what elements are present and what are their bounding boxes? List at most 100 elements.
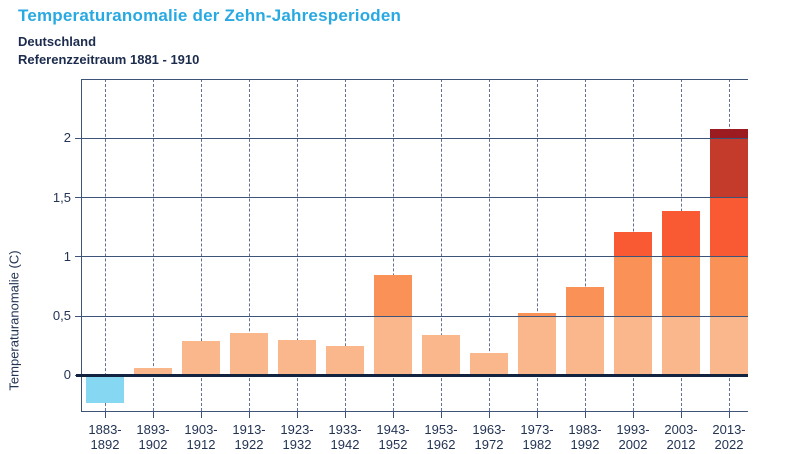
x-axis-tick	[440, 411, 442, 418]
bar-segment	[710, 128, 748, 139]
x-axis-tick	[488, 411, 490, 418]
x-axis-tick	[536, 411, 538, 418]
bar-segment	[518, 316, 556, 376]
x-axis-tick	[152, 411, 154, 418]
v-gridline	[104, 79, 106, 411]
y-tick-label: 2	[63, 130, 71, 146]
x-tick-label-line2: 1922	[234, 437, 264, 452]
bar-negative	[86, 375, 124, 403]
x-tick-label-line2: 1972	[474, 437, 504, 452]
h-gridline	[81, 256, 748, 258]
x-tick-label-line2: 1952	[378, 437, 408, 452]
x-tick-label: 1923- 1932	[257, 422, 337, 452]
bar-segment	[710, 197, 748, 257]
v-gridline	[584, 79, 586, 411]
h-gridline	[81, 78, 748, 80]
x-axis-tick	[392, 411, 394, 418]
chart-subtitle-reference: Referenzzeitraum 1881 - 1910	[18, 52, 200, 67]
bar-segment	[182, 341, 220, 376]
x-tick-label: 1963- 1972	[449, 422, 529, 452]
x-tick-label: 1993- 2002	[593, 422, 673, 452]
x-tick-label-line1: 2013-	[712, 422, 746, 437]
bar-segment	[614, 256, 652, 317]
x-tick-label-line2: 1932	[282, 437, 312, 452]
chart-subtitle-region: Deutschland	[18, 34, 97, 49]
v-gridline	[344, 79, 346, 411]
bar-segment	[710, 316, 748, 376]
v-gridline	[440, 79, 442, 411]
x-tick-label-line2: 1902	[138, 437, 168, 452]
x-axis-tick	[632, 411, 634, 418]
x-tick-label: 1983- 1992	[545, 422, 625, 452]
bar-segment	[134, 368, 172, 376]
x-tick-label-line2: 1942	[330, 437, 360, 452]
x-tick-label-line1: 1963-	[472, 422, 506, 437]
bar-segment	[662, 256, 700, 317]
bar-segment	[230, 332, 268, 376]
bar-segment	[566, 286, 604, 317]
x-tick-label-line1: 1903-	[184, 422, 218, 437]
h-gridline	[81, 315, 748, 317]
bar-segment	[326, 345, 364, 376]
bar-segment	[470, 352, 508, 376]
x-tick-label: 1893- 1902	[113, 422, 193, 452]
y-axis-line	[81, 79, 82, 411]
x-tick-label: 2013- 2022	[689, 422, 769, 452]
x-axis-tick	[296, 411, 298, 418]
v-gridline	[152, 79, 154, 411]
x-tick-label-line1: 1883-	[88, 422, 122, 437]
y-axis-tick	[75, 197, 81, 199]
x-tick-label-line1: 1923-	[280, 422, 314, 437]
chart-subtitle: Deutschland Referenzzeitraum 1881 - 1910	[18, 33, 199, 69]
x-tick-label: 1943- 1952	[353, 422, 433, 452]
x-tick-label: 2003- 2012	[641, 422, 721, 452]
x-axis-tick	[104, 411, 106, 418]
x-tick-label-line1: 1913-	[232, 422, 266, 437]
x-axis-tick	[248, 411, 250, 418]
bar-segment	[614, 231, 652, 257]
x-tick-label-line2: 1912	[186, 437, 216, 452]
bar-segment	[710, 138, 748, 198]
x-tick-label-line2: 1962	[426, 437, 456, 452]
bar-segment	[278, 339, 316, 376]
x-tick-label-line2: 2022	[714, 437, 744, 452]
bar-segment	[614, 316, 652, 376]
x-tick-label: 1913- 1922	[209, 422, 289, 452]
plot-bottom-border	[81, 411, 748, 412]
y-tick-label: 1	[63, 248, 71, 264]
bar-segment	[374, 316, 412, 376]
y-tick-label: 0	[63, 367, 71, 383]
bar-segment	[662, 210, 700, 257]
v-gridline	[392, 79, 394, 411]
x-axis-tick	[344, 411, 346, 418]
y-tick-label: 0,5	[52, 308, 71, 324]
bar-segment	[566, 316, 604, 376]
x-tick-label-line2: 2012	[666, 437, 696, 452]
x-tick-label-line1: 1993-	[616, 422, 650, 437]
h-gridline	[81, 197, 748, 199]
bar-segment	[662, 316, 700, 376]
x-tick-label: 1883- 1892	[65, 422, 145, 452]
bar-segment	[518, 312, 556, 317]
x-tick-label-line1: 1983-	[568, 422, 602, 437]
x-tick-label-line1: 2003-	[664, 422, 698, 437]
x-tick-label: 1953- 1962	[401, 422, 481, 452]
x-axis-tick	[728, 411, 730, 418]
x-tick-label-line1: 1933-	[328, 422, 362, 437]
v-gridline	[296, 79, 298, 411]
x-tick-label-line1: 1953-	[424, 422, 458, 437]
x-tick-label-line2: 1892	[90, 437, 120, 452]
x-tick-label: 1973- 1982	[497, 422, 577, 452]
v-gridline	[248, 79, 250, 411]
bar-segment	[374, 274, 412, 317]
y-tick-label: 1,5	[52, 189, 71, 205]
x-tick-label: 1903- 1912	[161, 422, 241, 452]
x-tick-label-line2: 1982	[522, 437, 552, 452]
x-axis-tick	[200, 411, 202, 418]
h-gridline	[81, 137, 748, 139]
x-axis-tick	[584, 411, 586, 418]
y-axis-tick	[75, 315, 81, 317]
x-tick-label-line2: 1992	[570, 437, 600, 452]
